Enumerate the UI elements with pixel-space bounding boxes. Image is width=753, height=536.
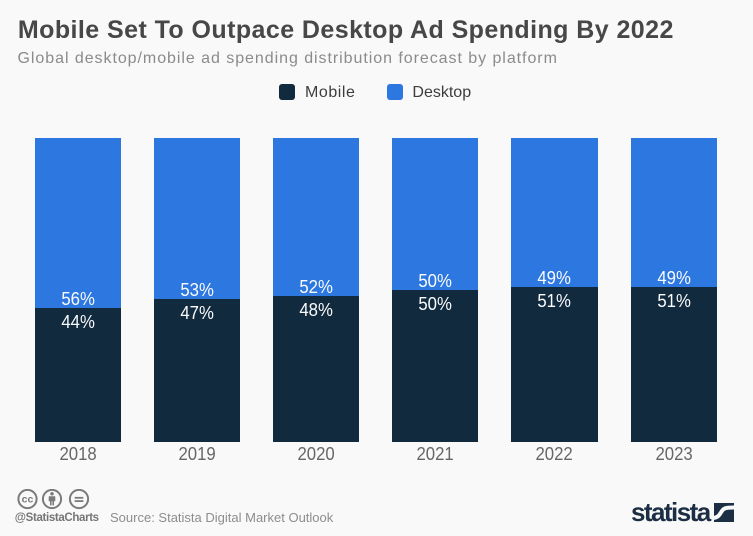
svg-text:cc: cc <box>22 494 34 506</box>
